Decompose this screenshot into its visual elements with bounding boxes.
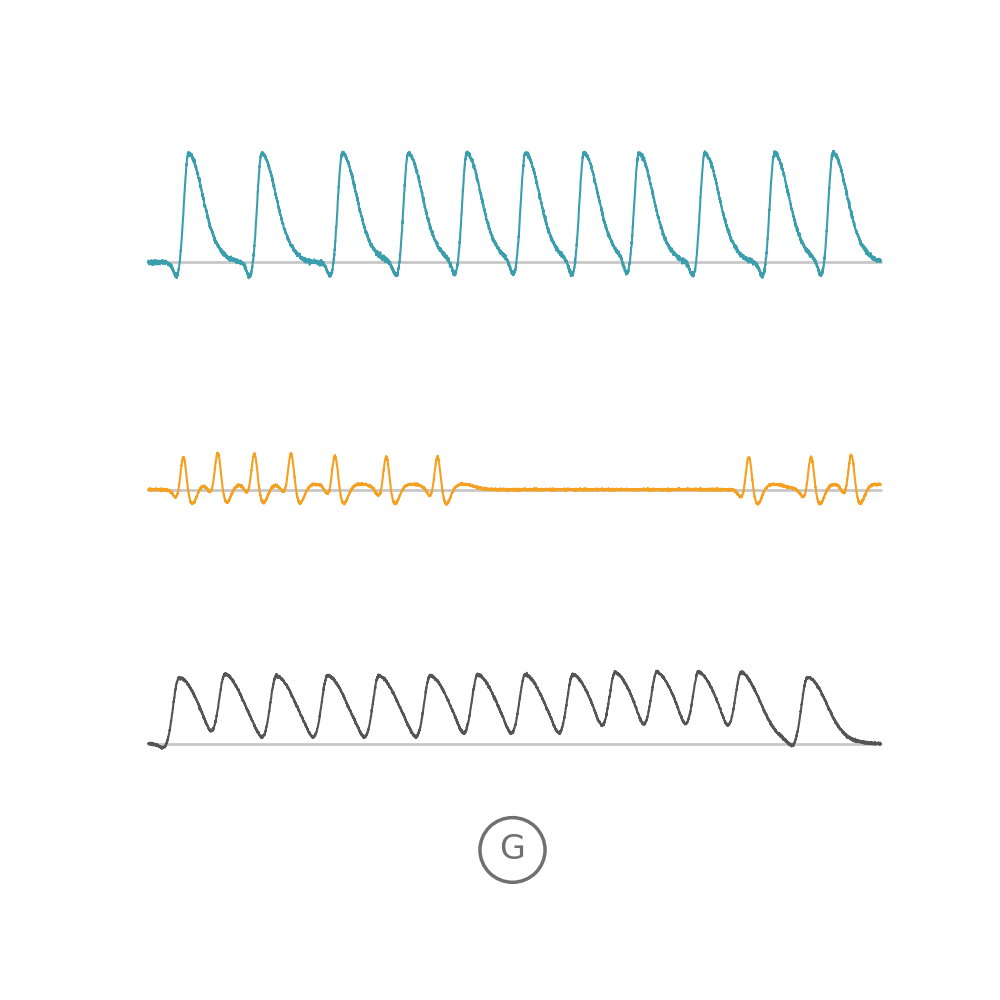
Text: G: G [500, 833, 525, 866]
